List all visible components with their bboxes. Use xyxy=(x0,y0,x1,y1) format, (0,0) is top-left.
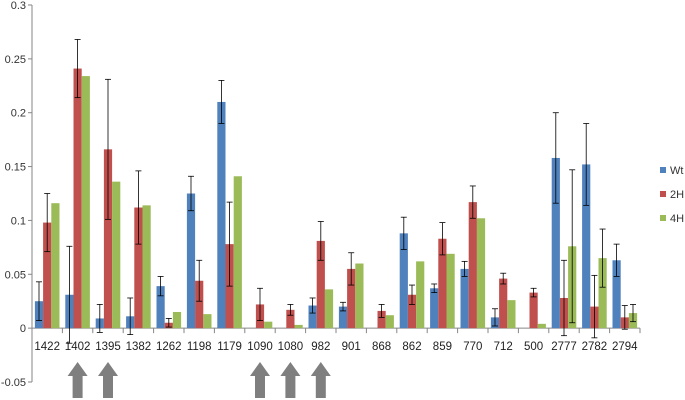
y-tick-label: -0.05 xyxy=(1,377,26,389)
bar-wt-901 xyxy=(338,306,348,329)
bar-wt-859 xyxy=(430,288,439,329)
bar-4h-770 xyxy=(476,218,486,329)
bar-wt-862 xyxy=(399,233,408,329)
bar-2h-1402 xyxy=(73,68,82,329)
y-tick-label: 0.3 xyxy=(11,0,26,12)
bar-wt-1179 xyxy=(217,101,226,329)
legend-swatch-wt xyxy=(660,167,666,173)
bar-4h-901 xyxy=(355,263,364,329)
bar-4h-1179 xyxy=(233,176,242,329)
bar-wt-1262 xyxy=(156,286,165,329)
bar-4h-1402 xyxy=(81,76,90,329)
bar-4h-1090 xyxy=(264,321,273,329)
bar-4h-862 xyxy=(416,261,425,329)
x-tick-label: 1395 xyxy=(95,341,121,353)
x-tick-label: 859 xyxy=(433,341,452,353)
x-tick-label: 982 xyxy=(311,341,330,353)
bar-wt-2782 xyxy=(582,164,591,329)
bar-wt-1198 xyxy=(186,193,196,329)
x-tick-label: 1382 xyxy=(126,341,152,353)
x-tick-label: 712 xyxy=(494,341,513,353)
bar-4h-1198 xyxy=(203,314,212,329)
bar-wt-2777 xyxy=(551,157,560,329)
x-tick-label: 1402 xyxy=(65,341,91,353)
x-tick-label: 1262 xyxy=(156,341,182,353)
bar-4h-1080 xyxy=(294,324,303,329)
bar-2h-1395 xyxy=(103,149,113,329)
bar-4h-2782 xyxy=(598,258,607,329)
bar-wt-982 xyxy=(308,305,317,329)
bar-4h-1422 xyxy=(51,203,60,329)
x-tick-label: 1090 xyxy=(247,341,273,353)
bar-2h-862 xyxy=(407,294,417,329)
y-tick-label: 0.2 xyxy=(11,108,26,120)
y-tick-label: 0.1 xyxy=(11,215,26,227)
up-arrow-982 xyxy=(310,362,331,398)
x-tick-label: 868 xyxy=(372,341,391,353)
bar-4h-712 xyxy=(507,300,516,329)
bar-wt-2794 xyxy=(612,260,621,329)
x-tick-label: 901 xyxy=(342,341,361,353)
x-tick-label: 1080 xyxy=(278,341,304,353)
bar-4h-1262 xyxy=(172,311,182,329)
annotation-arrows xyxy=(67,362,331,398)
bar-2h-712 xyxy=(499,278,508,329)
up-arrow-1090 xyxy=(250,362,270,398)
bar-2h-770 xyxy=(468,202,477,329)
bar-4h-1382 xyxy=(142,205,151,329)
bar-4h-859 xyxy=(446,253,455,329)
error-bars xyxy=(36,39,636,344)
legend-label-2h: 2H xyxy=(670,189,684,201)
x-tick-label: 2794 xyxy=(612,341,638,353)
bar-2h-982 xyxy=(316,240,325,329)
y-tick-label: 0.15 xyxy=(5,162,26,174)
bar-2h-1422 xyxy=(43,222,52,329)
bar-4h-1395 xyxy=(112,181,121,329)
y-tick-label: 0.25 xyxy=(5,54,26,66)
bar-2h-859 xyxy=(438,238,447,329)
up-arrow-1080 xyxy=(280,362,301,398)
bar-2h-868 xyxy=(377,310,386,329)
y-tick-label: 0 xyxy=(20,323,26,335)
up-arrow-1402 xyxy=(67,362,88,398)
bar-2h-1080 xyxy=(286,309,295,329)
bar-wt-770 xyxy=(460,268,469,329)
x-axis: 1422 1402 1395 1382 1262 1198 1179 1090 1080 982 9… xyxy=(31,327,641,353)
bar-4h-868 xyxy=(385,315,394,329)
x-tick-label: 2782 xyxy=(582,341,608,353)
legend-swatch-4h xyxy=(660,215,666,221)
x-tick-label: 770 xyxy=(463,341,482,353)
bar-4h-500 xyxy=(537,323,546,329)
legend-label-4h: 4H xyxy=(670,213,684,225)
legend: Wt 2H 4H xyxy=(660,165,684,225)
legend-swatch-2h xyxy=(660,191,666,197)
x-tick-label: 1198 xyxy=(187,341,212,353)
x-tick-label: 2777 xyxy=(551,341,577,353)
legend-label-wt: Wt xyxy=(670,165,683,177)
x-tick-label: 1179 xyxy=(217,341,242,353)
bar-2h-1382 xyxy=(134,207,143,329)
x-tick-label: 500 xyxy=(524,341,543,353)
bars xyxy=(34,68,638,329)
bar-4h-982 xyxy=(324,289,334,329)
bar-2h-901 xyxy=(347,268,356,329)
up-arrow-1395 xyxy=(98,362,118,398)
y-tick-label: 0.05 xyxy=(5,269,26,281)
bar-2h-500 xyxy=(529,292,538,329)
y-axis: -0.05 0 0.05 0.1 0.15 0.2 0.25 0.3 xyxy=(1,0,33,389)
bar-2h-1198 xyxy=(195,280,204,329)
x-tick-label: 862 xyxy=(402,341,421,353)
x-tick-label: 1422 xyxy=(34,341,60,353)
